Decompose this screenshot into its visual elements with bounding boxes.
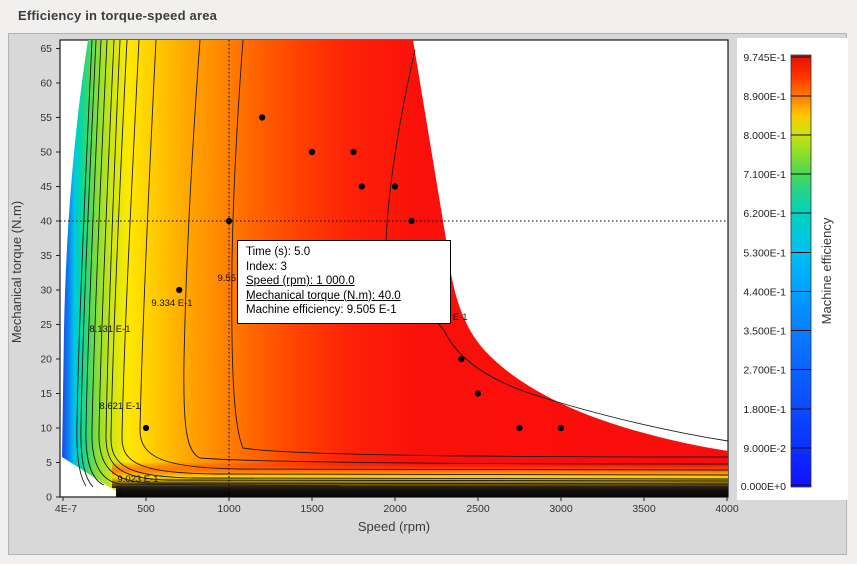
colorbar-tick-label: 4.400E-1: [743, 287, 786, 299]
colorbar-tick-label: 9.000E-2: [743, 443, 786, 455]
colorbar-gradient: [790, 54, 812, 488]
x-axis-tick-label: 2500: [466, 503, 490, 515]
colorbar-tick-label: 3.500E-1: [743, 326, 786, 338]
y-axis-tick-label: 50: [40, 147, 52, 159]
colorbar-tick-label: 7.100E-1: [743, 169, 786, 181]
contour-lines: [76, 40, 728, 488]
data-point[interactable]: [516, 424, 523, 432]
y-axis-tick-label: 20: [40, 354, 52, 366]
colorbar-tick-label: 5.300E-1: [743, 248, 786, 260]
x-axis-tick-label: 3000: [549, 503, 573, 515]
tooltip-line-index: Index: 3: [246, 260, 287, 273]
contour-label: 9.55: [218, 273, 237, 284]
x-axis-tick-label: 1000: [217, 503, 241, 515]
page-title: Efficiency in torque-speed area: [18, 8, 218, 23]
x-axis-tick-label: 4E-7: [55, 503, 77, 515]
colorbar-title: Machine efficiency: [819, 217, 834, 324]
data-point[interactable]: [350, 148, 357, 156]
tooltip-line-efficiency: Machine efficiency: 9.505 E-1: [246, 304, 397, 316]
data-point[interactable]: [142, 424, 150, 432]
data-point[interactable]: [474, 390, 482, 397]
x-axis-tick-label: 4000: [715, 503, 739, 515]
data-point[interactable]: [358, 183, 365, 190]
colorbar-tick-label: 0.000E+0: [741, 481, 786, 493]
tooltip-line-torque: Mechanical torque (N.m): 40.0: [246, 289, 401, 302]
y-axis-tick-label: 60: [40, 78, 52, 90]
data-point[interactable]: [308, 148, 316, 156]
tooltip-line-time: Time (s): 5.0: [246, 246, 311, 258]
y-axis-tick-label: 40: [40, 216, 52, 228]
bottom-dark-band: [116, 486, 728, 497]
colorbar-tick-label: 2.700E-1: [743, 365, 786, 377]
y-axis-tick-label: 35: [40, 250, 52, 262]
data-point[interactable]: [176, 286, 183, 294]
y-axis-tick-label: 65: [40, 43, 52, 55]
tooltip-line-speed: Speed (rpm): 1 000.0: [246, 275, 355, 287]
colorbar-tick-label: 9.745E-1: [743, 52, 786, 64]
y-axis-tick-label: 5: [46, 457, 52, 469]
contour-label: 9.334 E-1: [151, 298, 192, 309]
x-axis: 4E-7 500 1000 1500 2000 2500 3000 3500 4…: [55, 497, 739, 534]
data-point[interactable]: [458, 355, 465, 363]
data-point[interactable]: [225, 217, 233, 225]
colorbar-tick-label: 1.800E-1: [743, 404, 786, 416]
colorbar-tick-label: 8.900E-1: [743, 91, 786, 103]
data-point[interactable]: [391, 183, 399, 190]
y-axis: 0 5 10 15 20 25 30 35 40 45 50 55 60 65 …: [9, 43, 60, 504]
data-point[interactable]: [557, 424, 565, 432]
tooltip: Time (s): 5.0 Index: 3 Speed (rpm): 1 00…: [237, 240, 451, 324]
contour-label: 9.023 E-1: [117, 474, 158, 485]
y-axis-tick-label: 15: [40, 388, 52, 400]
x-axis-title: Speed (rpm): [358, 519, 430, 534]
x-axis-tick-label: 500: [137, 503, 155, 515]
x-axis-tick-label: 3500: [632, 503, 656, 515]
y-axis-tick-label: 25: [40, 319, 52, 331]
y-axis-tick-label: 10: [40, 423, 52, 435]
contour-label: 8.131 E-1: [89, 324, 130, 335]
colorbar-tick-label: 8.000E-1: [743, 130, 786, 142]
colorbar: 9.745E-1 8.900E-1 8.000E-1 7.100E-1 6.20…: [737, 38, 848, 500]
y-axis-tick-label: 55: [40, 112, 52, 124]
x-axis-tick-label: 2000: [383, 503, 407, 515]
y-axis-tick-label: 30: [40, 285, 52, 297]
y-axis-title: Mechanical torque (N.m): [9, 201, 24, 343]
y-axis-tick-label: 0: [46, 492, 52, 504]
data-point[interactable]: [259, 114, 266, 121]
data-point[interactable]: [408, 217, 415, 225]
contour-label: 8.621 E-1: [99, 401, 140, 412]
colorbar-tick-label: 6.200E-1: [743, 208, 786, 220]
y-axis-tick-label: 45: [40, 181, 52, 193]
x-axis-tick-label: 1500: [300, 503, 324, 515]
